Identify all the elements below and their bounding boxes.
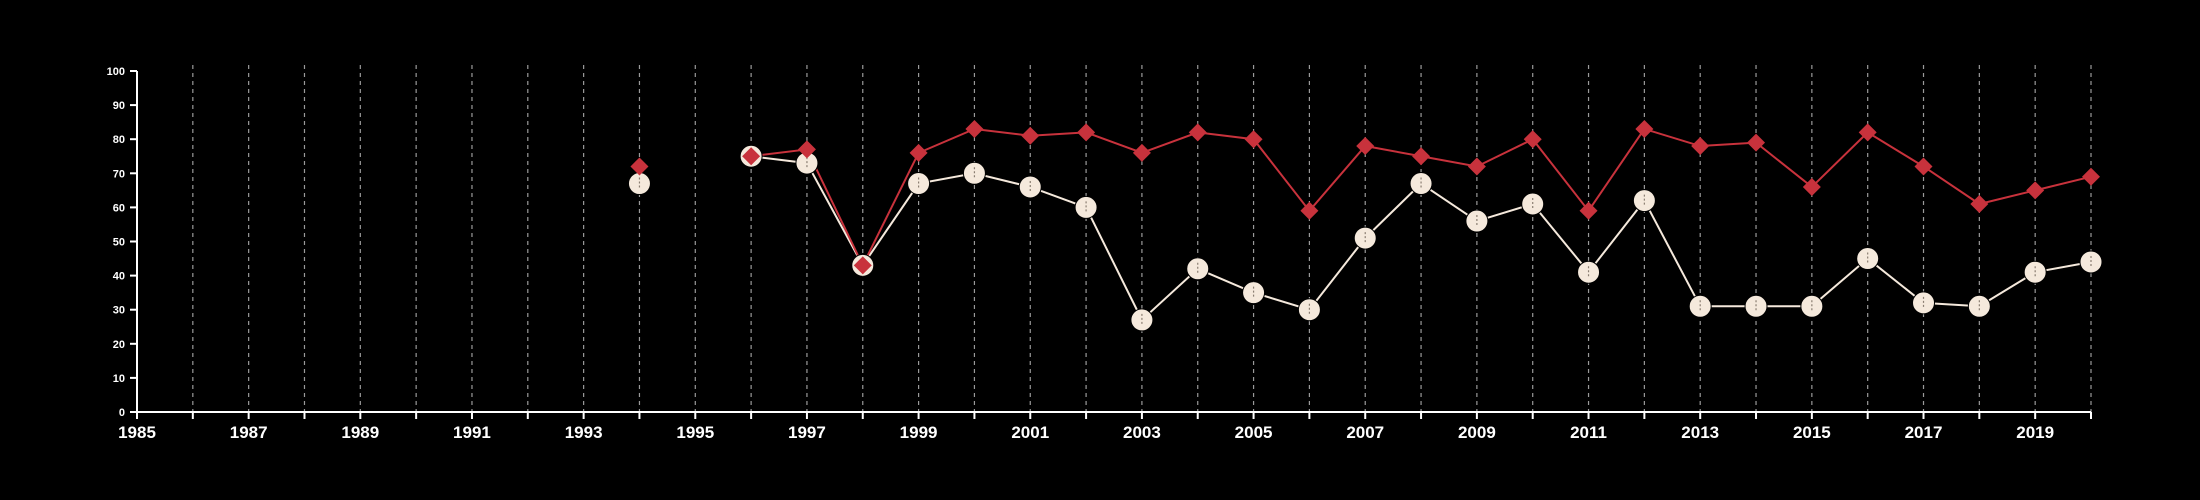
data-point-diamond (1132, 143, 1151, 162)
data-point-diamond (630, 157, 649, 176)
data-point-diamond (1914, 157, 1933, 176)
data-point-circle (1018, 175, 1042, 199)
data-point-diamond (742, 147, 761, 166)
data-point-circle (1521, 192, 1545, 216)
y-tick-label: 40 (113, 271, 125, 283)
x-tick-label: 2005 (1235, 423, 1273, 442)
x-tick-label: 2017 (1905, 423, 1943, 442)
data-point-circle (1856, 247, 1880, 271)
data-point-diamond (1300, 201, 1319, 220)
data-point-circle (1074, 195, 1098, 219)
y-tick-label: 70 (113, 168, 125, 180)
data-point-circle (1688, 294, 1712, 318)
data-point-circle (907, 172, 931, 196)
x-tick-label: 2013 (1681, 423, 1719, 442)
data-point-circle (1465, 209, 1489, 233)
x-tick-label: 1985 (118, 423, 156, 442)
x-tick-label: 1987 (230, 423, 268, 442)
data-point-circle (962, 161, 986, 185)
data-point-circle (1967, 294, 1991, 318)
data-point-diamond (1579, 201, 1598, 220)
x-tick-label: 2009 (1458, 423, 1496, 442)
data-point-circle (2023, 260, 2047, 284)
data-point-circle (1130, 308, 1154, 332)
x-tick-label: 2003 (1123, 423, 1161, 442)
data-point-circle (1632, 189, 1656, 213)
data-point-diamond (2082, 167, 2100, 186)
data-point-diamond (1244, 130, 1263, 149)
data-point-diamond (1858, 123, 1877, 142)
x-tick-label: 2001 (1011, 423, 1049, 442)
data-point-circle (1186, 257, 1210, 281)
x-tick-label: 1991 (453, 423, 491, 442)
y-tick-label: 20 (113, 339, 125, 351)
x-tick-label: 2007 (1346, 423, 1384, 442)
y-tick-label: 100 (107, 66, 125, 78)
data-point-diamond (1356, 137, 1375, 156)
y-tick-label: 10 (113, 373, 125, 385)
y-tick-label: 0 (119, 407, 125, 419)
axes: 0 10 20 30 40 50 60 70 80 90 100 1985 1987 1989 1991 19… (107, 66, 2092, 442)
x-tick-label: 2015 (1793, 423, 1831, 442)
grid (192, 65, 2092, 412)
data-point-circle (1353, 226, 1377, 250)
x-tick-label: 1997 (788, 423, 826, 442)
series-group (627, 119, 2103, 332)
data-point-circle (1242, 281, 1266, 305)
data-point-circle (2079, 250, 2103, 274)
x-tick-label: 1999 (900, 423, 938, 442)
data-point-circle (1912, 291, 1936, 315)
data-point-circle (1800, 294, 1824, 318)
y-tick-label: 90 (113, 100, 125, 112)
y-tick-label: 60 (113, 202, 125, 214)
data-point-diamond (797, 140, 816, 159)
y-tick-label: 80 (113, 134, 125, 146)
data-point-diamond (1523, 130, 1542, 149)
x-tick-label: 2011 (1570, 423, 1607, 442)
data-point-circle (1577, 260, 1601, 284)
data-point-diamond (1970, 194, 1989, 213)
x-tick-label: 2019 (2016, 423, 2054, 442)
data-point-diamond (1021, 126, 1040, 145)
data-point-circle (627, 172, 651, 196)
data-point-diamond (909, 143, 928, 162)
data-point-diamond (1802, 177, 1821, 196)
data-point-circle (1409, 172, 1433, 196)
data-point-circle (1744, 294, 1768, 318)
data-point-diamond (1077, 123, 1096, 142)
data-point-diamond (853, 256, 872, 275)
data-point-diamond (1691, 137, 1710, 156)
x-tick-label: 1995 (676, 423, 714, 442)
data-point-circle (1297, 298, 1321, 322)
data-point-diamond (1747, 133, 1766, 152)
data-point-diamond (1412, 147, 1431, 166)
y-tick-label: 30 (113, 305, 125, 317)
data-point-diamond (1635, 119, 1654, 138)
y-tick-label: 50 (113, 237, 125, 249)
x-tick-label: 1989 (341, 423, 379, 442)
x-tick-label: 1993 (565, 423, 603, 442)
data-point-diamond (1188, 123, 1207, 142)
data-point-diamond (2026, 181, 2045, 200)
data-point-diamond (1467, 157, 1486, 176)
data-point-diamond (965, 119, 984, 138)
